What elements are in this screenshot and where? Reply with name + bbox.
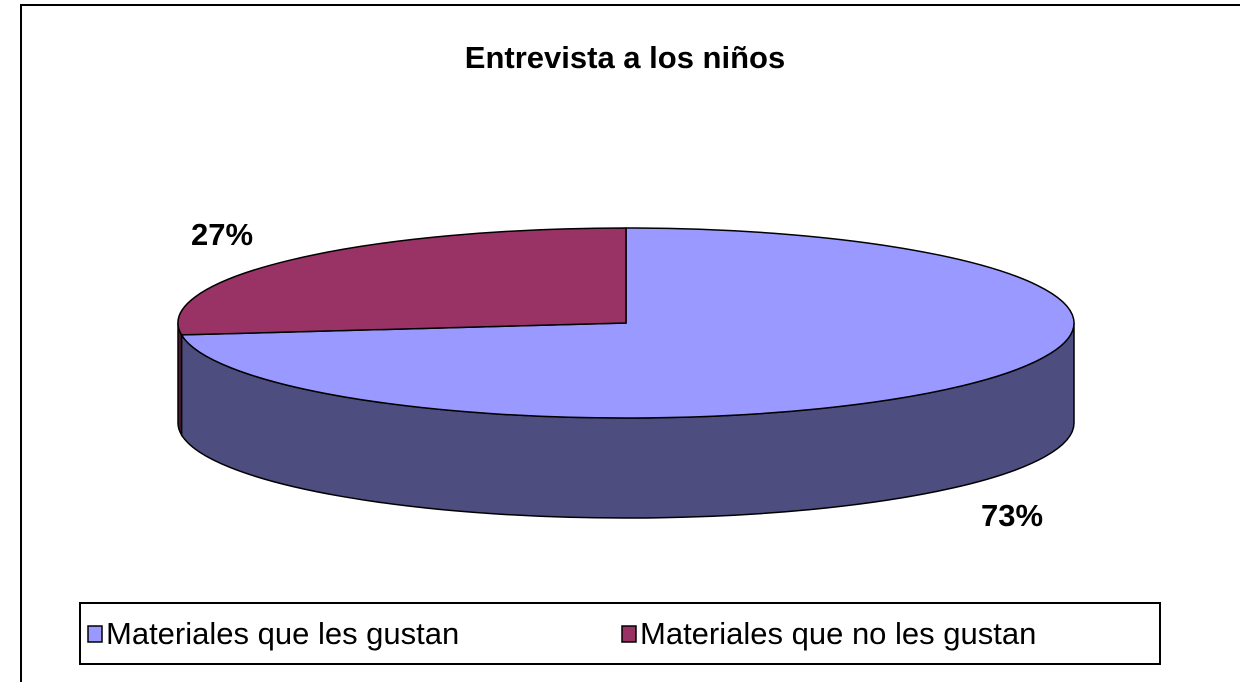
legend-swatch xyxy=(621,625,637,643)
legend-label: Materiales que no les gustan xyxy=(640,616,1036,651)
data-label: 73% xyxy=(981,498,1043,533)
legend-swatch xyxy=(87,625,103,643)
data-label: 27% xyxy=(191,217,253,252)
pie-side xyxy=(177,322,183,438)
legend-label: Materiales que les gustan xyxy=(106,616,459,651)
pie-slice xyxy=(177,227,627,336)
pie-slice xyxy=(180,227,1075,419)
legend-box xyxy=(79,602,1161,665)
chart-title: Entrevista a los niños xyxy=(465,40,785,75)
